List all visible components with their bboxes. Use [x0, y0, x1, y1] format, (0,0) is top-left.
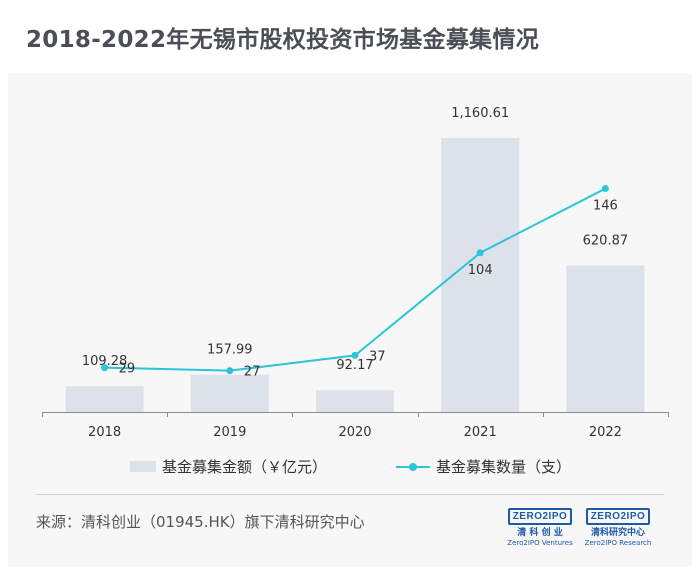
x-tick-label-2020: 2020 — [338, 425, 371, 440]
line-value-label-2019: 27 — [244, 365, 261, 380]
legend-label-count: 基金募集数量（支） — [436, 458, 572, 476]
line-value-label-2021: 104 — [468, 263, 493, 278]
bar-2020 — [316, 390, 394, 412]
legend-line-swatch — [396, 461, 430, 472]
x-tick-label-2018: 2018 — [88, 425, 121, 440]
logo-mark: ZERO2IPO — [507, 508, 573, 525]
source-note: 来源：清科创业（01945.HK）旗下清科研究中心 — [36, 513, 365, 531]
chart-legend: 基金募集金额（￥亿元） 基金募集数量（支） — [0, 456, 700, 476]
bar-value-label-2022: 620.87 — [583, 233, 629, 248]
line-value-label-2018: 29 — [119, 362, 136, 377]
x-tick-label-2019: 2019 — [213, 425, 246, 440]
line-point-2022 — [601, 185, 609, 193]
zero2ipo-research-logo: ZERO2IPO 清科研究中心 Zero2IPO Research — [578, 504, 658, 548]
logo-mark: ZERO2IPO — [585, 508, 651, 525]
logo-en-text: Zero2IPO Ventures — [507, 539, 573, 547]
legend-item-count: 基金募集数量（支） — [396, 456, 571, 477]
bar-value-label-2019: 157.99 — [207, 343, 253, 358]
zero2ipo-ventures-logo: ZERO2IPO 清 科 创 业 Zero2IPO Ventures — [500, 504, 580, 548]
bar-2018 — [65, 386, 144, 412]
x-tick-label-2022: 2022 — [589, 425, 622, 440]
bar-2019 — [190, 374, 269, 412]
logo-cn-text: 清 科 创 业 — [517, 528, 563, 538]
chart-title: 2018-2022年无锡市股权投资市场基金募集情况 — [26, 27, 540, 53]
legend-bar-swatch — [130, 461, 156, 472]
line-point-2020 — [351, 351, 359, 359]
logo-cn-text: 清科研究中心 — [590, 528, 645, 538]
line-point-2019 — [226, 367, 234, 375]
footer-divider — [36, 494, 664, 495]
bar-value-label-2018: 109.28 — [82, 354, 128, 369]
legend-item-amount: 基金募集金额（￥亿元） — [130, 456, 327, 477]
line-value-label-2020: 37 — [369, 349, 386, 364]
logo-en-text: Zero2IPO Research — [584, 539, 652, 547]
line-point-2021 — [476, 249, 484, 257]
bar-value-label-2020: 92.17 — [336, 358, 373, 373]
line-point-2018 — [101, 364, 109, 372]
line-series-count — [104, 187, 606, 372]
line-value-label-2022: 146 — [593, 199, 618, 214]
bar-2022 — [566, 265, 645, 412]
bar-value-label-2021: 1,160.61 — [451, 106, 509, 121]
x-tick-label-2021: 2021 — [464, 425, 497, 440]
legend-label-amount: 基金募集金额（￥亿元） — [162, 458, 328, 476]
